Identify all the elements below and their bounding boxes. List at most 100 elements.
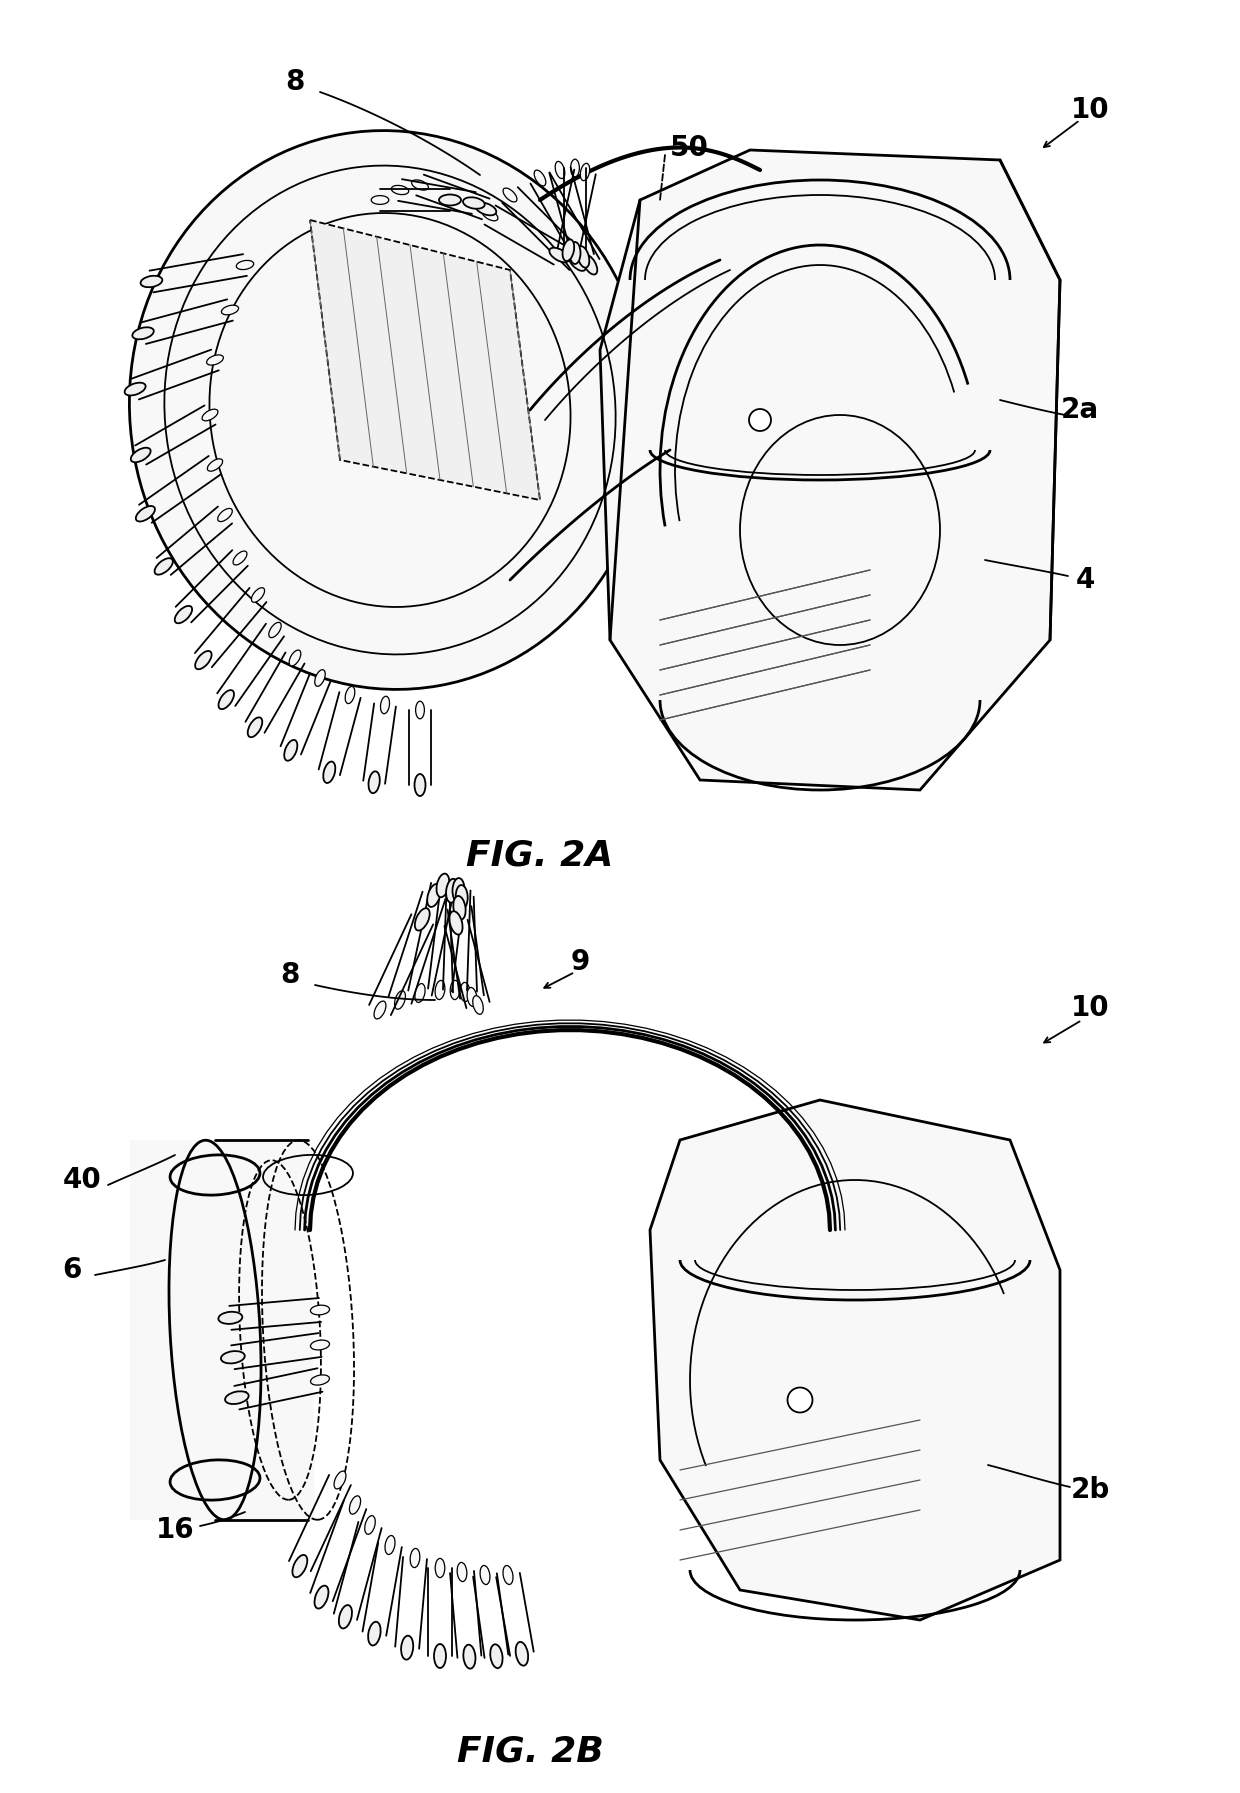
Text: 4: 4	[1075, 567, 1095, 593]
Ellipse shape	[129, 131, 651, 690]
Ellipse shape	[446, 879, 459, 902]
Ellipse shape	[130, 448, 150, 463]
Ellipse shape	[556, 161, 565, 179]
Ellipse shape	[133, 328, 154, 339]
Text: 10: 10	[1070, 993, 1110, 1022]
Ellipse shape	[289, 651, 301, 665]
Ellipse shape	[401, 1635, 413, 1660]
Ellipse shape	[224, 1391, 249, 1404]
Text: 8: 8	[285, 68, 305, 97]
Ellipse shape	[155, 558, 172, 574]
Ellipse shape	[315, 669, 325, 687]
Ellipse shape	[463, 197, 485, 208]
Ellipse shape	[453, 879, 465, 902]
Text: 50: 50	[670, 134, 709, 161]
Ellipse shape	[410, 1549, 420, 1567]
Ellipse shape	[436, 873, 449, 896]
Ellipse shape	[392, 185, 409, 195]
Text: 2a: 2a	[1061, 396, 1099, 423]
Ellipse shape	[472, 995, 484, 1015]
Text: FIG. 2A: FIG. 2A	[466, 837, 614, 871]
Ellipse shape	[415, 701, 424, 719]
Ellipse shape	[345, 687, 355, 703]
Ellipse shape	[464, 1644, 475, 1669]
Ellipse shape	[207, 459, 223, 472]
Ellipse shape	[374, 1000, 386, 1018]
Ellipse shape	[583, 255, 598, 274]
Ellipse shape	[136, 506, 155, 522]
Ellipse shape	[293, 1555, 308, 1578]
Ellipse shape	[414, 775, 425, 796]
Text: 10: 10	[1070, 97, 1110, 124]
Ellipse shape	[175, 606, 192, 624]
Ellipse shape	[549, 247, 569, 262]
Ellipse shape	[248, 717, 263, 737]
Ellipse shape	[475, 203, 496, 215]
Ellipse shape	[749, 409, 771, 430]
Ellipse shape	[460, 983, 470, 1002]
Text: 6: 6	[62, 1257, 82, 1284]
Ellipse shape	[503, 188, 517, 203]
Ellipse shape	[580, 163, 590, 181]
Ellipse shape	[568, 253, 585, 271]
Ellipse shape	[339, 1605, 352, 1628]
Ellipse shape	[435, 981, 445, 999]
Ellipse shape	[195, 651, 212, 669]
Text: 2b: 2b	[1070, 1476, 1110, 1504]
Ellipse shape	[350, 1495, 361, 1513]
Ellipse shape	[787, 1388, 812, 1413]
Ellipse shape	[315, 1585, 329, 1608]
Ellipse shape	[458, 1562, 466, 1581]
Ellipse shape	[140, 276, 162, 287]
Ellipse shape	[310, 1339, 330, 1350]
Ellipse shape	[482, 210, 498, 221]
Text: FIG. 2B: FIG. 2B	[456, 1736, 604, 1770]
Ellipse shape	[412, 179, 428, 190]
Ellipse shape	[310, 1305, 330, 1314]
Ellipse shape	[368, 1623, 381, 1646]
Ellipse shape	[222, 305, 238, 316]
Ellipse shape	[334, 1470, 346, 1488]
Ellipse shape	[516, 1642, 528, 1666]
Ellipse shape	[578, 246, 589, 267]
Ellipse shape	[218, 690, 234, 710]
Ellipse shape	[449, 911, 463, 934]
Ellipse shape	[218, 1312, 242, 1323]
Ellipse shape	[480, 1565, 490, 1585]
Ellipse shape	[310, 1375, 330, 1386]
Ellipse shape	[428, 884, 440, 907]
Ellipse shape	[124, 382, 145, 396]
Ellipse shape	[269, 622, 281, 638]
Ellipse shape	[570, 160, 579, 178]
Ellipse shape	[490, 1644, 502, 1667]
Ellipse shape	[368, 771, 379, 793]
Text: 16: 16	[156, 1517, 195, 1544]
Polygon shape	[600, 151, 1060, 791]
Ellipse shape	[221, 1352, 244, 1363]
Ellipse shape	[252, 588, 264, 602]
Ellipse shape	[371, 195, 389, 204]
Ellipse shape	[233, 550, 247, 565]
Ellipse shape	[503, 1565, 513, 1585]
Ellipse shape	[384, 1535, 396, 1555]
Ellipse shape	[439, 194, 461, 206]
Ellipse shape	[207, 355, 223, 366]
Text: 9: 9	[570, 948, 590, 975]
Ellipse shape	[450, 981, 460, 999]
Ellipse shape	[415, 909, 430, 931]
Polygon shape	[650, 1099, 1060, 1621]
Ellipse shape	[435, 1558, 445, 1578]
Ellipse shape	[202, 409, 218, 421]
Ellipse shape	[454, 896, 466, 920]
Ellipse shape	[563, 240, 574, 262]
Ellipse shape	[455, 886, 467, 909]
Ellipse shape	[394, 992, 405, 1009]
Polygon shape	[310, 221, 539, 500]
Text: 8: 8	[280, 961, 300, 990]
Ellipse shape	[415, 984, 425, 1002]
Ellipse shape	[569, 242, 580, 264]
Ellipse shape	[365, 1515, 376, 1535]
Ellipse shape	[218, 509, 232, 522]
Ellipse shape	[237, 260, 254, 269]
Ellipse shape	[284, 741, 298, 760]
